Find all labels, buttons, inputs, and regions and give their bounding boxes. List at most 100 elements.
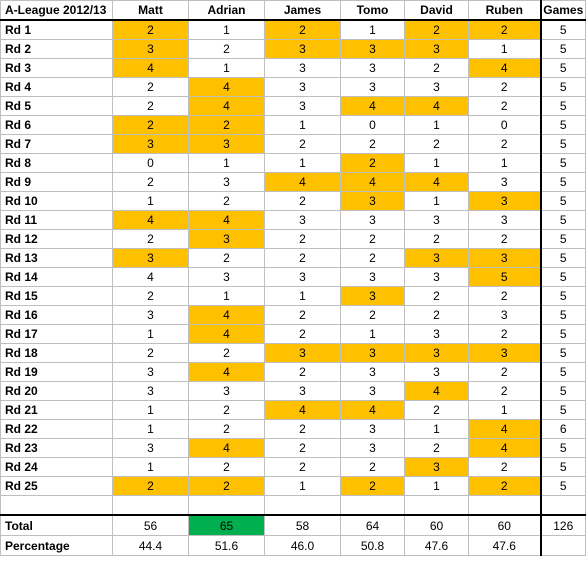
score-cell[interactable]: 3 bbox=[340, 58, 405, 78]
score-cell[interactable]: 1 bbox=[112, 457, 189, 477]
score-cell[interactable]: 1 bbox=[264, 476, 341, 496]
round-label[interactable]: Rd 7 bbox=[0, 134, 113, 154]
score-cell[interactable]: 2 bbox=[340, 134, 405, 154]
score-cell[interactable]: 4 bbox=[112, 267, 189, 287]
score-cell[interactable]: 2 bbox=[112, 229, 189, 249]
score-cell[interactable]: 4 bbox=[188, 96, 265, 116]
round-label[interactable]: Rd 1 bbox=[0, 19, 113, 40]
score-cell[interactable]: 2 bbox=[340, 305, 405, 325]
score-cell[interactable]: 1 bbox=[188, 286, 265, 306]
score-cell[interactable]: 3 bbox=[404, 457, 469, 477]
player-header[interactable]: Ruben bbox=[468, 0, 541, 21]
games-cell[interactable]: 5 bbox=[539, 210, 586, 230]
round-label[interactable]: Rd 6 bbox=[0, 115, 113, 135]
score-cell[interactable]: 1 bbox=[112, 191, 189, 211]
score-cell[interactable]: 2 bbox=[264, 324, 341, 344]
player-header[interactable]: Tomo bbox=[340, 0, 405, 21]
score-cell[interactable]: 3 bbox=[340, 191, 405, 211]
score-cell[interactable]: 4 bbox=[264, 172, 341, 192]
round-label[interactable]: Rd 9 bbox=[0, 172, 113, 192]
score-cell[interactable]: 4 bbox=[340, 400, 405, 420]
score-cell[interactable]: 3 bbox=[340, 362, 405, 382]
score-cell[interactable]: 3 bbox=[264, 77, 341, 97]
score-cell[interactable]: 4 bbox=[188, 210, 265, 230]
games-cell[interactable]: 5 bbox=[539, 172, 586, 192]
score-cell[interactable]: 3 bbox=[404, 77, 469, 97]
score-cell[interactable]: 4 bbox=[188, 362, 265, 382]
score-cell[interactable]: 2 bbox=[264, 248, 341, 268]
score-cell[interactable]: 2 bbox=[404, 134, 469, 154]
score-cell[interactable]: 2 bbox=[112, 115, 189, 135]
score-cell[interactable]: 2 bbox=[264, 457, 341, 477]
games-cell[interactable]: 5 bbox=[539, 39, 586, 59]
score-cell[interactable]: 3 bbox=[340, 286, 405, 306]
score-cell[interactable]: 2 bbox=[404, 229, 469, 249]
score-cell[interactable]: 3 bbox=[264, 39, 341, 59]
score-cell[interactable]: 1 bbox=[468, 400, 541, 420]
score-cell[interactable]: 2 bbox=[188, 39, 265, 59]
score-cell[interactable]: 3 bbox=[112, 305, 189, 325]
score-cell[interactable]: 2 bbox=[468, 77, 541, 97]
round-label[interactable]: Rd 3 bbox=[0, 58, 113, 78]
score-cell[interactable]: 2 bbox=[264, 419, 341, 439]
games-cell[interactable]: 5 bbox=[539, 381, 586, 401]
player-header[interactable]: Matt bbox=[112, 0, 189, 21]
score-cell[interactable]: 2 bbox=[340, 153, 405, 173]
total-games-cell[interactable]: 126 bbox=[539, 514, 586, 536]
score-cell[interactable]: 2 bbox=[468, 362, 541, 382]
games-cell[interactable]: 5 bbox=[539, 362, 586, 382]
score-cell[interactable]: 1 bbox=[404, 115, 469, 135]
score-cell[interactable]: 4 bbox=[188, 324, 265, 344]
score-cell[interactable]: 5 bbox=[468, 267, 541, 287]
percentage-cell[interactable]: 44.4 bbox=[112, 535, 189, 556]
score-cell[interactable]: 2 bbox=[468, 476, 541, 496]
score-cell[interactable]: 2 bbox=[188, 191, 265, 211]
score-cell[interactable]: 2 bbox=[340, 476, 405, 496]
games-cell[interactable]: 5 bbox=[539, 267, 586, 287]
round-label[interactable]: Rd 13 bbox=[0, 248, 113, 268]
score-cell[interactable]: 1 bbox=[112, 400, 189, 420]
score-cell[interactable]: 1 bbox=[188, 19, 265, 40]
percentage-cell[interactable]: 47.6 bbox=[468, 535, 541, 556]
round-label[interactable]: Rd 11 bbox=[0, 210, 113, 230]
score-cell[interactable]: 2 bbox=[468, 96, 541, 116]
score-cell[interactable]: 3 bbox=[188, 134, 265, 154]
score-cell[interactable]: 3 bbox=[468, 305, 541, 325]
total-label[interactable]: Total bbox=[0, 514, 113, 536]
score-cell[interactable]: 0 bbox=[340, 115, 405, 135]
score-cell[interactable]: 2 bbox=[188, 115, 265, 135]
score-cell[interactable]: 2 bbox=[468, 134, 541, 154]
score-cell[interactable]: 4 bbox=[468, 58, 541, 78]
score-cell[interactable]: 2 bbox=[404, 400, 469, 420]
score-cell[interactable]: 1 bbox=[340, 19, 405, 40]
score-cell[interactable]: 1 bbox=[264, 153, 341, 173]
score-cell[interactable]: 3 bbox=[112, 134, 189, 154]
games-cell[interactable]: 5 bbox=[539, 324, 586, 344]
score-cell[interactable]: 2 bbox=[264, 229, 341, 249]
score-cell[interactable]: 2 bbox=[112, 172, 189, 192]
score-cell[interactable]: 3 bbox=[112, 381, 189, 401]
score-cell[interactable]: 1 bbox=[112, 324, 189, 344]
games-cell[interactable]: 5 bbox=[539, 457, 586, 477]
score-cell[interactable]: 2 bbox=[468, 19, 541, 40]
empty-cell[interactable] bbox=[112, 495, 189, 516]
empty-cell[interactable] bbox=[468, 495, 541, 516]
score-cell[interactable]: 2 bbox=[188, 400, 265, 420]
empty-cell[interactable] bbox=[404, 495, 469, 516]
score-cell[interactable]: 1 bbox=[404, 419, 469, 439]
score-cell[interactable]: 2 bbox=[404, 58, 469, 78]
player-header[interactable]: Adrian bbox=[188, 0, 265, 21]
score-cell[interactable]: 2 bbox=[404, 286, 469, 306]
score-cell[interactable]: 4 bbox=[468, 438, 541, 458]
games-cell[interactable]: 5 bbox=[539, 191, 586, 211]
score-cell[interactable]: 1 bbox=[112, 419, 189, 439]
score-cell[interactable]: 3 bbox=[112, 362, 189, 382]
games-cell[interactable]: 5 bbox=[539, 286, 586, 306]
round-label[interactable]: Rd 12 bbox=[0, 229, 113, 249]
player-header[interactable]: James bbox=[264, 0, 341, 21]
score-cell[interactable]: 4 bbox=[264, 400, 341, 420]
total-cell[interactable]: 58 bbox=[264, 514, 341, 536]
score-cell[interactable]: 2 bbox=[340, 248, 405, 268]
round-label[interactable]: Rd 2 bbox=[0, 39, 113, 59]
score-cell[interactable]: 2 bbox=[264, 305, 341, 325]
